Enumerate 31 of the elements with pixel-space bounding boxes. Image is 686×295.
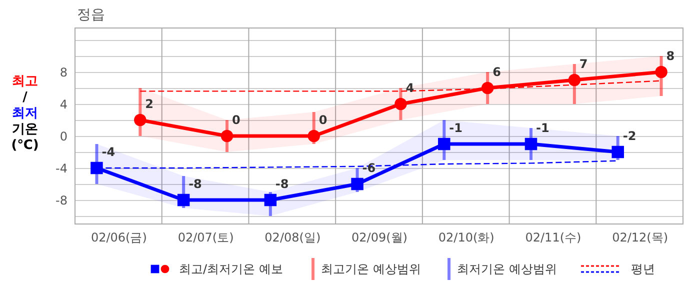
data-label: -1 (449, 121, 462, 135)
y-tick-label: 4 (60, 98, 68, 112)
text: 최저기온 예상범위 (457, 262, 557, 276)
x-tick-label: 02/09(월) (352, 230, 408, 244)
data-label: -8 (188, 177, 202, 191)
data-label: 0 (232, 113, 240, 127)
y-tick-label: 8 (60, 66, 68, 80)
data-label: -8 (275, 177, 289, 191)
x-tick-label: 02/07(토) (178, 230, 234, 244)
y-tick-label: -8 (56, 194, 68, 208)
text: 최고기온 예상범위 (321, 262, 421, 276)
x-tick-label: 02/11(수) (525, 230, 582, 244)
data-label: 7 (579, 57, 588, 71)
data-label: -4 (102, 145, 116, 159)
data-label: -1 (536, 121, 550, 135)
y-tick-label: 0 (60, 130, 68, 144)
data-label: -2 (622, 129, 636, 143)
data-label: 8 (666, 49, 675, 63)
chart-title: 정읍 (77, 7, 105, 23)
x-tick-label: 02/08(일) (264, 230, 321, 244)
legend-label: 최고/최저기온 예보 (179, 262, 283, 276)
data-label: 6 (492, 65, 501, 79)
legend-label: 평년 (631, 262, 655, 276)
y-axis-title: 최고/최저 기온 (℃) (11, 74, 39, 153)
y-tick-label: -4 (56, 162, 68, 176)
x-tick-label: 02/06(금) (90, 230, 147, 244)
x-tick-label: 02/12(목) (612, 230, 668, 244)
data-label: -6 (362, 161, 376, 175)
data-label: 2 (145, 97, 154, 111)
data-label: 0 (318, 113, 328, 127)
x-tick-label: 02/10(화) (438, 230, 494, 244)
